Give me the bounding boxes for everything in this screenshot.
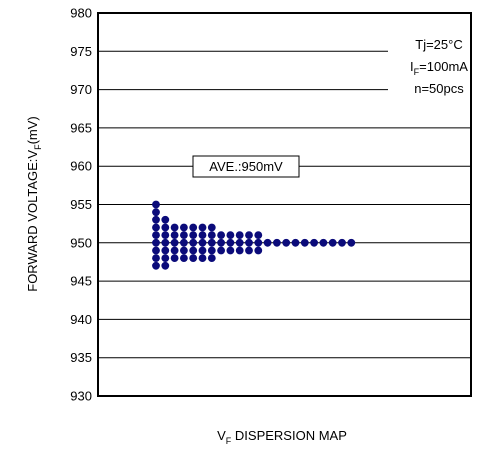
data-point xyxy=(161,261,170,270)
data-point xyxy=(189,246,198,255)
data-point xyxy=(217,238,226,247)
y-tick-label: 930 xyxy=(70,389,92,404)
data-point xyxy=(226,238,235,247)
data-point xyxy=(161,254,170,262)
y-tick-label: 935 xyxy=(70,350,92,365)
data-points xyxy=(152,200,356,270)
data-point xyxy=(152,223,160,232)
note-n: n=50pcs xyxy=(414,81,464,96)
y-tick-label: 970 xyxy=(70,82,92,97)
data-point xyxy=(189,238,198,247)
data-point xyxy=(235,246,244,255)
data-point xyxy=(328,238,337,247)
data-point xyxy=(152,200,160,209)
data-point xyxy=(152,208,160,217)
data-point xyxy=(170,238,179,247)
data-point xyxy=(152,238,160,247)
data-point xyxy=(300,238,309,247)
y-tick-labels: 930 935 940 945 950 955 960 965 970 975 980 xyxy=(70,6,92,404)
data-point xyxy=(207,238,216,247)
average-label-box xyxy=(192,155,300,178)
data-point xyxy=(161,246,170,255)
data-point xyxy=(273,238,281,247)
data-point xyxy=(198,238,207,247)
note-if: IF=100mA xyxy=(410,59,468,77)
data-point xyxy=(319,238,328,247)
data-point xyxy=(170,223,179,232)
plot-frame xyxy=(97,12,472,397)
note-tj: Tj=25°C xyxy=(415,37,462,52)
conditions-note-bg xyxy=(388,30,480,102)
y-tick-label: 975 xyxy=(70,44,92,59)
data-point xyxy=(198,231,207,240)
y-axis-title: FORWARD VOLTAGE:VF(mV) xyxy=(25,116,43,292)
data-point xyxy=(347,238,356,247)
data-point xyxy=(254,238,263,247)
data-point xyxy=(207,223,216,232)
data-point xyxy=(170,231,179,240)
data-point xyxy=(226,246,235,255)
data-point xyxy=(189,231,198,240)
data-point xyxy=(217,246,226,255)
y-tick-label: 965 xyxy=(70,120,92,135)
data-point xyxy=(189,254,198,262)
data-point xyxy=(310,238,318,247)
data-point xyxy=(282,238,291,247)
y-tick-label: 960 xyxy=(70,159,92,174)
data-point xyxy=(152,215,160,224)
data-point xyxy=(180,223,188,232)
data-point xyxy=(263,238,272,247)
y-tick-label: 945 xyxy=(70,274,92,289)
data-point xyxy=(180,238,188,247)
data-point xyxy=(180,254,188,262)
data-point xyxy=(235,231,244,240)
data-point xyxy=(170,254,179,262)
y-tick-label: 950 xyxy=(70,235,92,250)
data-point xyxy=(161,231,170,240)
data-point xyxy=(254,231,263,240)
data-point xyxy=(180,231,188,240)
x-axis-title: VF DISPERSION MAP xyxy=(217,428,347,446)
y-tick-label: 940 xyxy=(70,312,92,327)
data-point xyxy=(338,238,346,247)
data-point xyxy=(170,246,179,255)
data-point xyxy=(254,246,263,255)
data-point xyxy=(161,238,170,247)
data-point xyxy=(235,238,244,247)
data-point xyxy=(152,254,160,262)
y-tick-label: 980 xyxy=(70,6,92,21)
data-point xyxy=(217,231,226,240)
average-label: AVE.:950mV xyxy=(209,159,283,174)
data-point xyxy=(189,223,198,232)
data-point xyxy=(207,254,216,262)
y-tick-label: 955 xyxy=(70,197,92,212)
data-point xyxy=(207,246,216,255)
data-point xyxy=(245,231,253,240)
data-point xyxy=(180,246,188,255)
data-point xyxy=(245,246,253,255)
data-point xyxy=(245,238,253,247)
data-point xyxy=(198,223,207,232)
data-point xyxy=(291,238,300,247)
data-point xyxy=(207,231,216,240)
data-point xyxy=(152,231,160,240)
data-point xyxy=(198,254,207,262)
data-point xyxy=(161,223,170,232)
data-point xyxy=(152,246,160,255)
data-point xyxy=(226,231,235,240)
data-point xyxy=(198,246,207,255)
data-point xyxy=(152,261,160,270)
data-point xyxy=(161,215,170,224)
